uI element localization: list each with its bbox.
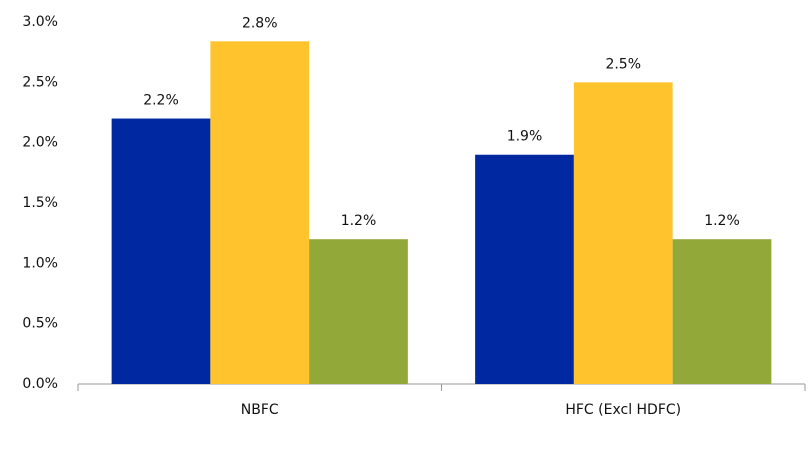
bar [210, 41, 310, 384]
data-label: 1.2% [341, 213, 377, 229]
y-tick-label: 1.5% [22, 195, 58, 211]
bar [309, 239, 408, 384]
y-tick-label: 3.0% [22, 14, 58, 30]
y-tick-label: 0.0% [22, 376, 58, 392]
data-label: 2.5% [605, 56, 641, 72]
bar [111, 118, 211, 385]
y-tick-label: 0.5% [22, 316, 58, 332]
bar [475, 154, 574, 384]
data-label: 1.2% [704, 213, 740, 229]
data-label: 2.8% [242, 15, 278, 31]
data-label: 1.9% [507, 129, 543, 145]
y-tick-label: 2.0% [22, 135, 58, 151]
x-tick-label: HFC (Excl HDFC) [565, 402, 681, 418]
x-tick-label: NBFC [241, 402, 279, 418]
data-label: 2.2% [143, 93, 179, 109]
y-tick-label: 2.5% [22, 74, 58, 90]
bar [672, 239, 772, 384]
y-tick-label: 1.0% [22, 255, 58, 271]
bar [573, 82, 673, 384]
